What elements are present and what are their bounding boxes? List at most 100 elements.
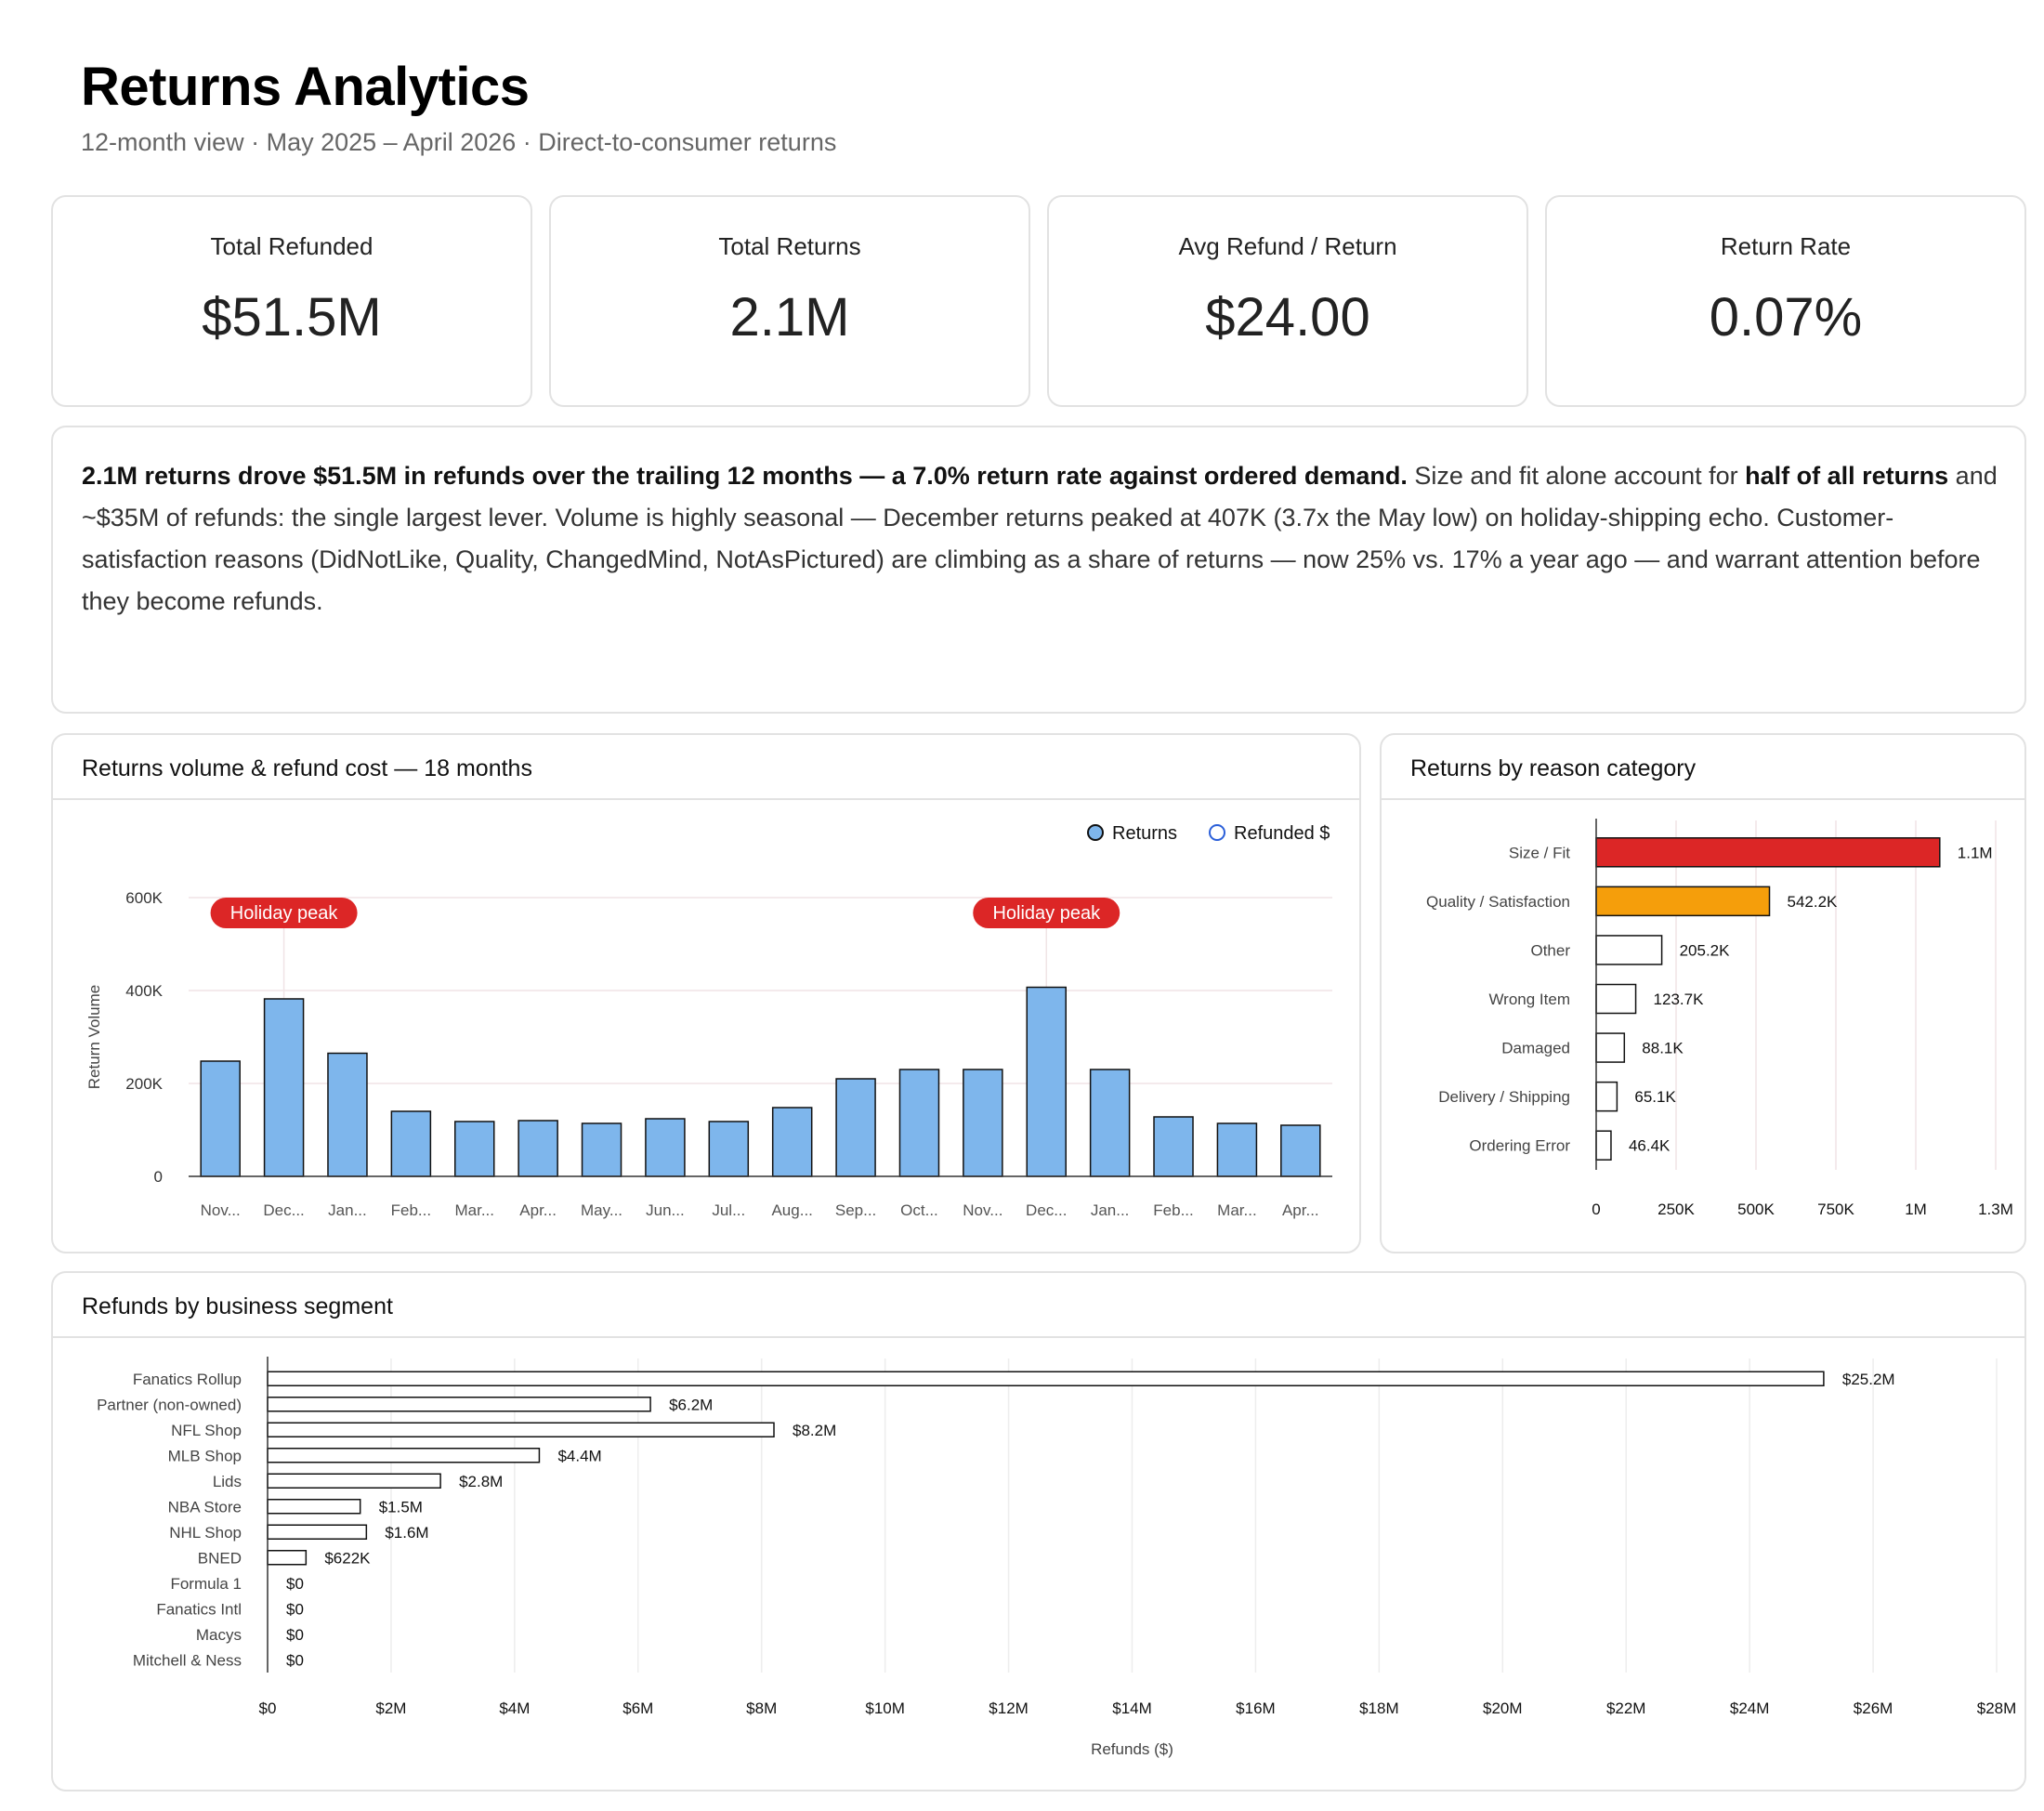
legend-label-returns: Returns (1112, 823, 1177, 844)
category-label: Other (1530, 941, 1570, 959)
x-tick-label: $18M (1359, 1699, 1399, 1717)
kpi-value: $51.5M (202, 287, 382, 348)
summary-part: Size and fit alone account for (1407, 462, 1746, 490)
summary-part: and ~$35M of refunds: the single largest… (82, 462, 1998, 615)
data-label: 123.7K (1654, 991, 1705, 1008)
x-tick-label: Aug... (771, 1201, 812, 1219)
x-tick-label: $12M (989, 1699, 1029, 1717)
data-label: $0 (286, 1600, 304, 1618)
category-label: Partner (non-owned) (97, 1396, 242, 1413)
legend-label-refunded: Refunded $ (1234, 823, 1330, 844)
summary-headline: 2.1M returns drove $51.5M in refunds ove… (82, 462, 1408, 490)
x-tick-label: $26M (1854, 1699, 1893, 1717)
kpi-label: Total Returns (718, 232, 861, 260)
category-label: NFL Shop (171, 1422, 242, 1439)
x-tick-label: $14M (1112, 1699, 1152, 1717)
bar (1280, 1124, 1321, 1177)
bar (898, 1069, 940, 1177)
x-tick-label: Mar... (454, 1201, 494, 1219)
bar (1089, 1069, 1131, 1177)
bar (390, 1110, 432, 1177)
category-label: BNED (198, 1549, 242, 1567)
x-tick-label: 250K (1657, 1201, 1695, 1218)
category-label: NBA Store (168, 1498, 242, 1516)
data-label: 205.2K (1680, 941, 1731, 959)
x-tick-label: $24M (1730, 1699, 1770, 1717)
bar (1026, 986, 1067, 1177)
kpi-value: $24.00 (1205, 287, 1370, 348)
x-tick-label: Oct... (900, 1201, 938, 1219)
kpi-card-avg-refund: Avg Refund / Return $24.00 (1047, 195, 1528, 407)
data-label: $1.6M (385, 1524, 428, 1542)
returns-volume-panel: Returns volume & refund cost — 18 months… (51, 733, 1361, 1253)
legend-marker-refunded (1209, 824, 1225, 841)
data-label: $1.5M (379, 1498, 423, 1516)
bar (1595, 935, 1663, 965)
x-axis-label: Refunds ($) (1091, 1740, 1173, 1758)
x-tick-label: 0 (1592, 1201, 1600, 1218)
bar (771, 1107, 813, 1177)
bar (581, 1122, 622, 1177)
bar (1595, 983, 1637, 1015)
data-label: 542.2K (1788, 893, 1839, 911)
panel-title: Refunds by business segment (82, 1293, 393, 1319)
x-tick-label: 1.3M (1978, 1201, 2013, 1218)
data-label: 46.4K (1629, 1137, 1671, 1155)
panel-divider (1382, 798, 2024, 800)
panel-divider (53, 1336, 2024, 1338)
x-tick-label: Feb... (391, 1201, 431, 1219)
summary-text: 2.1M returns drove $51.5M in refunds ove… (82, 455, 1999, 623)
x-tick-label: $10M (865, 1699, 905, 1717)
x-tick-label: Dec... (1026, 1201, 1067, 1219)
x-tick-label: $8M (746, 1699, 777, 1717)
bar (267, 1397, 651, 1412)
category-label: Lids (213, 1473, 242, 1490)
bar (454, 1121, 495, 1177)
bar (518, 1120, 558, 1177)
x-tick-label: 1M (1905, 1201, 1927, 1218)
kpi-value: 2.1M (729, 287, 850, 348)
page-title: Returns Analytics (81, 57, 530, 117)
kpi-value: 0.07% (1709, 287, 1863, 348)
y-tick-label: 200K (125, 1075, 163, 1093)
category-label: NHL Shop (169, 1524, 242, 1542)
x-tick-label: $28M (1977, 1699, 2017, 1717)
panel-divider (53, 798, 1359, 800)
annotation-label: Holiday peak (992, 903, 1101, 924)
category-label: Wrong Item (1488, 991, 1570, 1008)
kpi-label: Avg Refund / Return (1178, 232, 1397, 260)
x-tick-label: Feb... (1153, 1201, 1193, 1219)
y-axis-label: Return Volume (85, 985, 103, 1089)
kpi-label: Return Rate (1720, 232, 1852, 260)
category-label: Fanatics Intl (156, 1600, 242, 1618)
annotation-label: Holiday peak (230, 903, 339, 924)
page-subtitle: 12-month view · May 2025 – April 2026 · … (81, 128, 837, 156)
panel-title: Returns by reason category (1410, 755, 1697, 781)
bar (1595, 1032, 1626, 1063)
category-label: Damaged (1501, 1040, 1570, 1057)
bar (708, 1121, 750, 1177)
x-tick-label: $20M (1483, 1699, 1523, 1717)
category-label: Mitchell & Ness (133, 1651, 242, 1669)
x-tick-label: Jan... (328, 1201, 367, 1219)
panel-title: Returns volume & refund cost — 18 months (82, 755, 532, 781)
kpi-card-total-refunded: Total Refunded $51.5M (51, 195, 532, 407)
x-tick-label: 500K (1737, 1201, 1775, 1218)
x-tick-label: $2M (375, 1699, 406, 1717)
data-label: $0 (286, 1626, 304, 1644)
x-tick-label: $4M (499, 1699, 530, 1717)
x-tick-label: Apr... (1282, 1201, 1319, 1219)
category-label: Macys (196, 1626, 242, 1644)
bar (267, 1473, 441, 1489)
category-label: Formula 1 (170, 1575, 242, 1593)
returns-volume-chart: 0 200K 400K 600K Return Volume Nov... Dec... Ja… (85, 823, 1332, 1219)
annotation-pill (210, 898, 358, 928)
reason-category-chart: 0 250K 500K 750K 1M 1.3M Size / Fit 1.1M Quality… (1426, 819, 2013, 1218)
bar (1216, 1122, 1258, 1177)
bar (835, 1078, 876, 1177)
bar (200, 1060, 241, 1177)
x-tick-label: Nov... (201, 1201, 241, 1219)
bar (1595, 837, 1941, 868)
kpi-card-total-returns: Total Returns 2.1M (549, 195, 1030, 407)
x-tick-label: Jul... (712, 1201, 745, 1219)
